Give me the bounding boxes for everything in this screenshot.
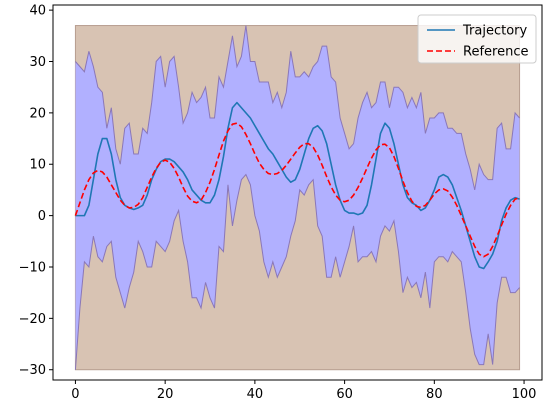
- envelope-fill: [75, 25, 520, 370]
- y-tick-label: −10: [19, 260, 46, 275]
- series-line-reference: [74, 122, 520, 258]
- axes: 0 20 40 60 80 100 −30 −20 −10 0 10 20 30 40: [19, 4, 543, 402]
- y-tick-label: −30: [19, 363, 46, 378]
- y-tick-label: 30: [29, 55, 46, 70]
- x-tick-label: 0: [71, 387, 79, 402]
- x-tick-label: 80: [426, 387, 443, 402]
- y-tick-label: 10: [29, 158, 46, 173]
- legend-label-trajectory: Trajectory: [462, 24, 527, 39]
- legend: Trajectory Reference: [417, 14, 537, 64]
- y-tick-label: 0: [38, 209, 46, 224]
- x-tick-label: 40: [247, 387, 264, 402]
- legend-label-reference: Reference: [463, 45, 528, 60]
- series-line-trajectory: [75, 101, 520, 270]
- x-tick-label: 60: [336, 387, 353, 402]
- axes-frame: [52, 4, 543, 381]
- x-tick-label: 100: [512, 387, 537, 402]
- envelope-upper-edge: [75, 25, 520, 191]
- plot-area: [74, 25, 521, 371]
- y-tick-label: 20: [29, 106, 46, 121]
- envelope-lower-edge: [74, 173, 520, 370]
- y-tick-label: 40: [29, 4, 46, 19]
- x-tick-label: 20: [157, 387, 174, 402]
- y-tick-label: −20: [19, 312, 46, 327]
